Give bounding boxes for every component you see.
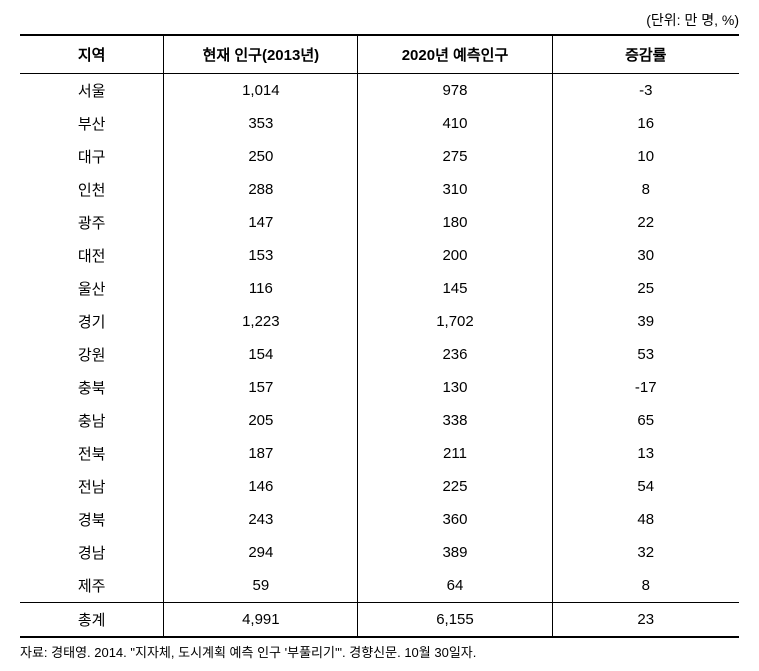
cell-change: 13: [552, 437, 739, 470]
table-row: 대구25027510: [20, 140, 739, 173]
cell-region: 충남: [20, 404, 164, 437]
cell-current: 154: [164, 338, 358, 371]
cell-total-current: 4,991: [164, 603, 358, 638]
cell-current: 205: [164, 404, 358, 437]
cell-region: 경기: [20, 305, 164, 338]
cell-forecast: 64: [358, 569, 552, 603]
cell-region: 경북: [20, 503, 164, 536]
header-row: 지역 현재 인구(2013년) 2020년 예측인구 증감률: [20, 35, 739, 74]
cell-region: 전남: [20, 470, 164, 503]
table-row: 경남29438932: [20, 536, 739, 569]
cell-forecast: 389: [358, 536, 552, 569]
header-change: 증감률: [552, 35, 739, 74]
cell-forecast: 360: [358, 503, 552, 536]
source-text: 자료: 경태영. 2014. "지자체, 도시계획 예측 인구 '부풀리기'".…: [20, 642, 739, 661]
cell-change: -17: [552, 371, 739, 404]
table-row: 전남14622554: [20, 470, 739, 503]
cell-forecast: 130: [358, 371, 552, 404]
cell-change: 30: [552, 239, 739, 272]
cell-current: 153: [164, 239, 358, 272]
cell-forecast: 180: [358, 206, 552, 239]
cell-forecast: 410: [358, 107, 552, 140]
cell-region: 제주: [20, 569, 164, 603]
cell-current: 116: [164, 272, 358, 305]
header-current: 현재 인구(2013년): [164, 35, 358, 74]
cell-forecast: 275: [358, 140, 552, 173]
cell-region: 광주: [20, 206, 164, 239]
cell-change: 10: [552, 140, 739, 173]
cell-change: 8: [552, 173, 739, 206]
header-forecast: 2020년 예측인구: [358, 35, 552, 74]
table-row: 전북18721113: [20, 437, 739, 470]
cell-forecast: 310: [358, 173, 552, 206]
cell-change: 16: [552, 107, 739, 140]
cell-forecast: 145: [358, 272, 552, 305]
cell-region: 경남: [20, 536, 164, 569]
cell-change: 54: [552, 470, 739, 503]
cell-change: 8: [552, 569, 739, 603]
cell-total-change: 23: [552, 603, 739, 638]
cell-current: 146: [164, 470, 358, 503]
cell-forecast: 200: [358, 239, 552, 272]
cell-forecast: 978: [358, 74, 552, 108]
cell-change: 65: [552, 404, 739, 437]
cell-change: 39: [552, 305, 739, 338]
cell-forecast: 338: [358, 404, 552, 437]
cell-region: 인천: [20, 173, 164, 206]
table-row: 부산35341016: [20, 107, 739, 140]
header-region: 지역: [20, 35, 164, 74]
table-row: 경북24336048: [20, 503, 739, 536]
table-row: 충북157130-17: [20, 371, 739, 404]
cell-current: 1,223: [164, 305, 358, 338]
cell-region: 충북: [20, 371, 164, 404]
table-row: 경기1,2231,70239: [20, 305, 739, 338]
cell-forecast: 211: [358, 437, 552, 470]
cell-region: 강원: [20, 338, 164, 371]
table-row: 서울1,014978-3: [20, 74, 739, 108]
cell-region: 대전: [20, 239, 164, 272]
cell-change: 32: [552, 536, 739, 569]
cell-change: 48: [552, 503, 739, 536]
cell-current: 59: [164, 569, 358, 603]
cell-total-region: 총계: [20, 603, 164, 638]
cell-change: 22: [552, 206, 739, 239]
table-row: 충남20533865: [20, 404, 739, 437]
cell-current: 187: [164, 437, 358, 470]
cell-total-forecast: 6,155: [358, 603, 552, 638]
cell-current: 294: [164, 536, 358, 569]
cell-current: 157: [164, 371, 358, 404]
cell-current: 250: [164, 140, 358, 173]
cell-current: 353: [164, 107, 358, 140]
cell-current: 1,014: [164, 74, 358, 108]
table-row: 인천2883108: [20, 173, 739, 206]
table-row: 광주14718022: [20, 206, 739, 239]
table-row: 강원15423653: [20, 338, 739, 371]
cell-region: 부산: [20, 107, 164, 140]
cell-current: 243: [164, 503, 358, 536]
cell-region: 대구: [20, 140, 164, 173]
cell-forecast: 225: [358, 470, 552, 503]
cell-change: 53: [552, 338, 739, 371]
cell-change: -3: [552, 74, 739, 108]
cell-forecast: 1,702: [358, 305, 552, 338]
unit-label: (단위: 만 명, %): [20, 10, 739, 30]
table-row: 울산11614525: [20, 272, 739, 305]
cell-region: 전북: [20, 437, 164, 470]
population-table: 지역 현재 인구(2013년) 2020년 예측인구 증감률 서울1,01497…: [20, 34, 739, 638]
cell-region: 서울: [20, 74, 164, 108]
table-row: 대전15320030: [20, 239, 739, 272]
table-row: 제주59648: [20, 569, 739, 603]
cell-region: 울산: [20, 272, 164, 305]
cell-current: 288: [164, 173, 358, 206]
cell-change: 25: [552, 272, 739, 305]
cell-forecast: 236: [358, 338, 552, 371]
total-row: 총계4,9916,15523: [20, 603, 739, 638]
cell-current: 147: [164, 206, 358, 239]
